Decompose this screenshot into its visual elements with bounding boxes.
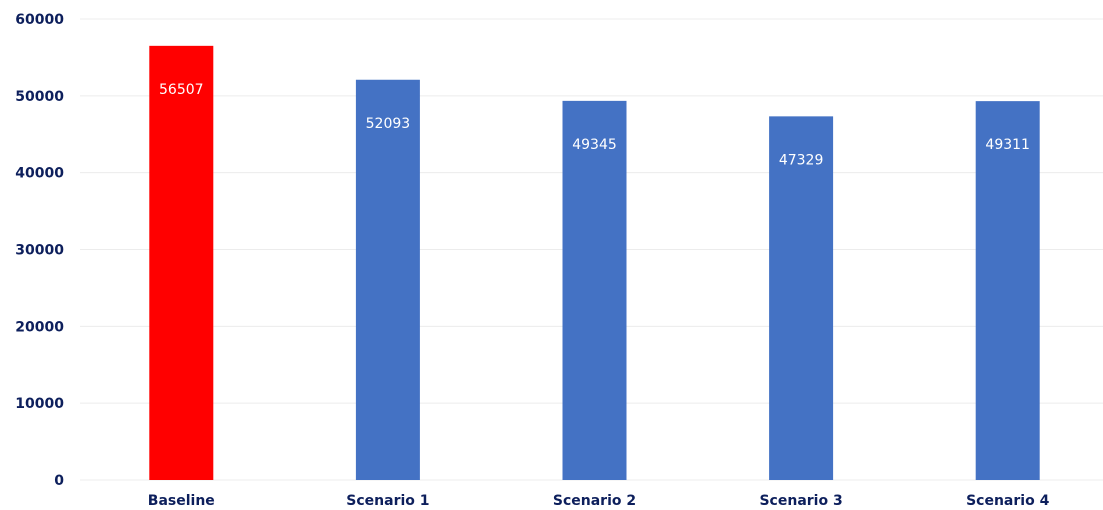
x-category-label: Scenario 1: [346, 493, 429, 509]
data-label: 49311: [985, 137, 1030, 153]
x-category-label: Baseline: [148, 493, 215, 509]
data-label: 52093: [366, 116, 411, 132]
y-tick-label: 10000: [15, 396, 64, 412]
y-tick-label: 50000: [15, 89, 64, 105]
x-axis-categories: Baseline Scenario 1 Scenario 2 Scenario 3 Sc…: [148, 493, 1050, 509]
data-label: 49345: [572, 137, 617, 153]
x-category-label: Scenario 3: [759, 493, 842, 509]
bar: [975, 101, 1040, 481]
y-tick-label: 40000: [15, 166, 64, 182]
y-tick-label: 20000: [15, 319, 64, 335]
data-labels: 56507 52093 49345 47329 49311: [159, 82, 1030, 169]
bar: [149, 45, 214, 480]
y-tick-label: 30000: [15, 243, 64, 259]
y-axis-ticks: 0 10000 20000 30000 40000 50000 60000: [15, 12, 64, 489]
bar: [562, 100, 627, 481]
x-category-label: Scenario 2: [553, 493, 636, 509]
x-category-label: Scenario 4: [966, 493, 1049, 509]
bars: [149, 45, 1040, 481]
y-tick-label: 0: [54, 473, 64, 489]
bar: [355, 79, 420, 481]
bar: [769, 116, 834, 480]
data-label: 56507: [159, 82, 204, 98]
data-label: 47329: [779, 152, 824, 168]
y-tick-label: 60000: [15, 12, 64, 28]
